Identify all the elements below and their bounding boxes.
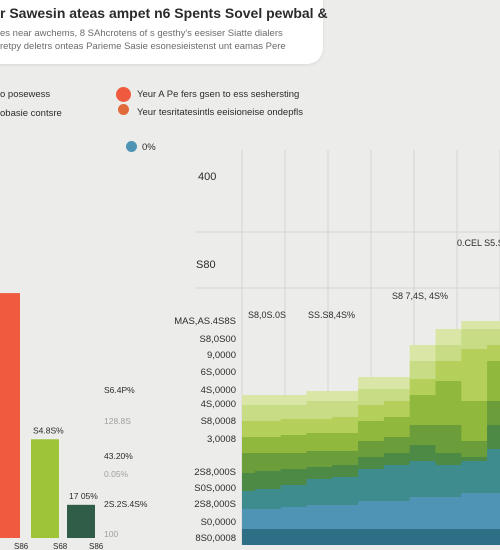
area-tick-label-7: 3,0008 [207,434,236,445]
bar-2 [67,504,95,538]
bar-0 [0,293,20,538]
legend-dot-red [116,87,131,102]
bar-category-label-1: S68 [53,542,68,550]
bar-data-label-2: 17 05% [69,491,98,501]
area-series-8 [242,529,500,545]
area-tick-label-5: 4S,0000 [201,399,236,410]
chart-title: r Sawesin ateas ampet n6 Spents Sovel pe… [0,5,330,21]
area-upper-label-1: S80 [196,259,216,271]
area-tick-label-6: S8,0008 [201,416,236,427]
area-tick-label-10: 2S8,000S [194,499,236,510]
area-tick-label-9: S0S,0000 [194,483,236,494]
bar-annotation-0: S6.4P% [104,385,135,395]
legend-right-1: Yeur A Pe fers gsen to ess seshersting [137,89,300,100]
area-tick-label-8: 2S8,000S [194,467,236,478]
area-upper-label-0: 400 [198,171,216,183]
area-top-label-3: 0.CEL S5.S0 [457,238,500,248]
area-top-label-2: S8 7,4S, 4S% [392,291,448,301]
legend-single: 0% [142,142,156,153]
area-tick-label-0: MAS,AS.4S8S [174,316,236,327]
subtitle-line-1: es near awchems, 8 SAhcrotens of s gesth… [0,28,283,39]
area-tick-label-11: S0,0000 [201,517,236,528]
bar-annotation-5: 100 [104,529,118,539]
bar-annotation-2: 43.20% [104,451,133,461]
legend-dot-orange [118,104,129,115]
legend-right-2: Yeur tesritatesintls eeisioneise ondepfl… [137,107,303,118]
bar-category-label-0: S86 [14,542,29,550]
legend-left-1: o posewess [0,89,51,100]
subtitle-line-2: retpy deletrs onteas Parieme Sasie esone… [0,41,286,52]
legend-dot-blue [126,141,137,152]
bar-annotation-1: 128.8S [104,416,131,426]
legend-left-2: obasie contsre [0,108,62,119]
area-tick-label-3: 6S,0000 [201,367,236,378]
area-tick-label-4: 4S,0000 [201,385,236,396]
bar-annotation-3: 0.05% [104,469,129,479]
area-tick-label-2: 9,0000 [207,350,236,361]
bar-1 [31,439,59,538]
bar-annotation-4: 2S.2S.4S% [104,499,148,509]
header-panel [0,0,323,64]
bar-category-label-2: S86 [89,542,104,550]
area-top-label-1: SS.S8,4S% [308,310,355,320]
area-tick-label-1: S8,0S00 [200,334,236,345]
area-tick-label-extra: 8S0,0008 [195,533,236,544]
area-top-label-0: S8,0S.0S [248,310,286,320]
bar-data-label-1: S4.8S% [33,425,64,435]
